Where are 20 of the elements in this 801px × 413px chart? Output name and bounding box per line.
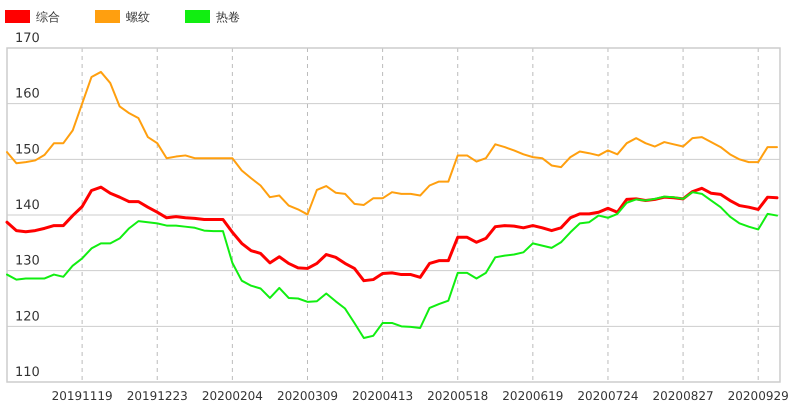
- x-tick-label: 20191119: [52, 389, 113, 403]
- x-tick-label: 20200309: [276, 389, 338, 403]
- x-tick-label: 20200724: [577, 389, 638, 403]
- x-tick-label: 20200413: [352, 389, 414, 403]
- y-tick-label: 110: [15, 365, 40, 380]
- y-tick-label: 130: [15, 254, 40, 269]
- legend-label: 综合: [36, 10, 60, 24]
- y-tick-label: 120: [15, 309, 40, 324]
- y-tick-label: 140: [15, 198, 40, 213]
- x-tick-label: 20200204: [202, 389, 263, 403]
- x-tick-label: 20200929: [728, 389, 789, 403]
- legend-label: 热卷: [216, 10, 240, 24]
- y-tick-label: 160: [15, 86, 40, 102]
- x-tick-label: 20191223: [126, 389, 188, 403]
- y-tick-label: 150: [15, 142, 40, 158]
- y-tick-label: 170: [15, 31, 40, 46]
- x-tick-label: 20200827: [652, 389, 714, 403]
- x-tick-label: 20200619: [502, 389, 564, 403]
- legend-label: 螺纹: [126, 10, 150, 24]
- x-tick-label: 20200518: [427, 389, 488, 403]
